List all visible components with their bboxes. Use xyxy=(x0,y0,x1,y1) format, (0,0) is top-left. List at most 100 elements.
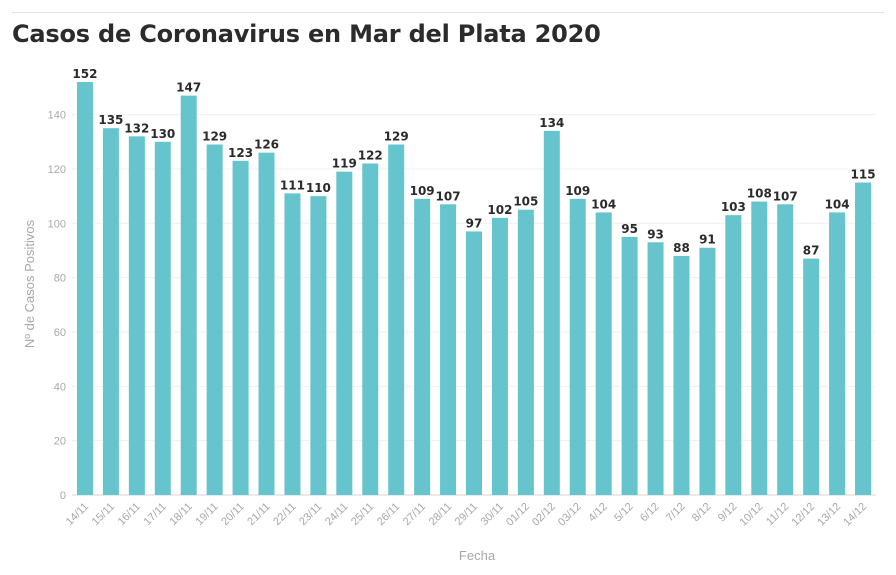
bars xyxy=(76,82,872,496)
x-tick-label: 14/11 xyxy=(64,501,91,528)
y-axis-title: Nº de Casos Positivos xyxy=(22,219,37,348)
bar xyxy=(102,128,119,495)
data-label: 97 xyxy=(466,216,483,230)
bar xyxy=(232,160,249,495)
x-tick-label: 03/12 xyxy=(556,501,584,529)
x-tick-label: 28/11 xyxy=(427,501,454,528)
x-tick-label: 27/11 xyxy=(401,501,428,528)
x-tick-label: 02/12 xyxy=(530,501,558,529)
bar xyxy=(777,204,794,496)
x-tick-label: 15/11 xyxy=(90,501,117,528)
data-label: 119 xyxy=(332,157,357,171)
data-label: 129 xyxy=(384,129,409,143)
top-divider xyxy=(12,12,884,13)
x-tick-label: 19/11 xyxy=(193,501,220,528)
x-tick-label: 18/11 xyxy=(167,501,194,528)
bar xyxy=(621,236,638,495)
bar xyxy=(855,182,872,495)
bar xyxy=(154,141,171,496)
data-label: 109 xyxy=(410,184,435,198)
grid-lines xyxy=(72,114,876,496)
bar xyxy=(206,144,223,496)
bar xyxy=(803,258,820,495)
x-tick-label: 12/12 xyxy=(789,501,817,529)
bar xyxy=(284,193,301,496)
data-label: 135 xyxy=(98,113,123,127)
y-axis-ticks: 0 20 40 60 80 100 120 140 xyxy=(48,110,66,502)
data-label: 104 xyxy=(591,197,616,211)
x-tick-label: 16/11 xyxy=(116,501,143,528)
data-label: 134 xyxy=(539,116,564,130)
bar xyxy=(517,209,534,495)
data-label: 123 xyxy=(228,146,253,160)
data-label: 110 xyxy=(306,181,331,195)
bar xyxy=(362,163,379,495)
bar xyxy=(128,136,145,495)
y-tick-label: 140 xyxy=(48,110,66,122)
data-label: 152 xyxy=(72,67,97,81)
x-tick-label: 21/11 xyxy=(245,501,272,528)
bar xyxy=(543,130,560,495)
bar xyxy=(673,255,690,495)
data-label: 115 xyxy=(851,168,876,182)
bar xyxy=(336,171,353,495)
x-tick-label: 13/12 xyxy=(815,501,843,529)
x-tick-label: 14/12 xyxy=(841,501,869,529)
bar xyxy=(751,201,768,496)
bar xyxy=(466,231,482,495)
bar xyxy=(440,204,457,496)
bar xyxy=(76,82,93,495)
y-tick-label: 100 xyxy=(48,218,66,230)
bar xyxy=(595,212,612,495)
x-tick-label: 20/11 xyxy=(219,501,246,528)
x-tick-label: 25/11 xyxy=(349,501,376,528)
y-tick-label: 60 xyxy=(54,327,66,339)
data-label: 130 xyxy=(150,127,175,141)
bar xyxy=(569,198,586,496)
data-label: 126 xyxy=(254,138,279,152)
bar xyxy=(310,196,327,496)
data-label: 107 xyxy=(436,189,461,203)
x-tick-label: 9/12 xyxy=(716,501,740,525)
data-label: 87 xyxy=(803,244,820,258)
data-label: 95 xyxy=(621,222,638,236)
bar xyxy=(180,95,197,496)
y-tick-label: 0 xyxy=(60,490,66,502)
chart-title: Casos de Coronavirus en Mar del Plata 20… xyxy=(12,20,601,48)
x-tick-label: 8/12 xyxy=(690,501,714,525)
data-label: 88 xyxy=(673,241,690,255)
data-label: 111 xyxy=(280,178,305,192)
x-tick-label: 26/11 xyxy=(375,501,402,528)
y-tick-label: 20 xyxy=(54,436,66,448)
x-tick-label: 7/12 xyxy=(664,501,688,525)
y-tick-label: 40 xyxy=(54,381,66,393)
data-label: 132 xyxy=(124,121,149,135)
x-tick-label: 24/11 xyxy=(323,501,350,528)
x-tick-label: 10/12 xyxy=(737,501,765,529)
data-label: 109 xyxy=(565,184,590,198)
data-label: 102 xyxy=(487,203,512,217)
x-tick-label: 11/12 xyxy=(764,501,791,528)
x-tick-label: 30/11 xyxy=(479,501,506,528)
bar xyxy=(491,217,508,495)
x-tick-label: 5/12 xyxy=(612,501,636,525)
x-tick-label: 01/12 xyxy=(504,501,532,529)
bar xyxy=(388,144,405,496)
data-label: 104 xyxy=(825,197,850,211)
data-label: 91 xyxy=(699,233,716,247)
data-label: 147 xyxy=(176,81,201,95)
y-tick-label: 120 xyxy=(48,164,66,176)
x-tick-label: 29/11 xyxy=(453,501,480,528)
bar xyxy=(647,242,664,495)
x-tick-label: 4/12 xyxy=(586,501,610,525)
data-label: 105 xyxy=(513,195,538,209)
data-label: 108 xyxy=(747,187,772,201)
bar xyxy=(414,198,431,496)
data-label: 103 xyxy=(721,200,746,214)
data-label: 122 xyxy=(358,149,383,163)
bar xyxy=(258,152,275,496)
bar xyxy=(699,247,716,495)
data-label: 129 xyxy=(202,129,227,143)
